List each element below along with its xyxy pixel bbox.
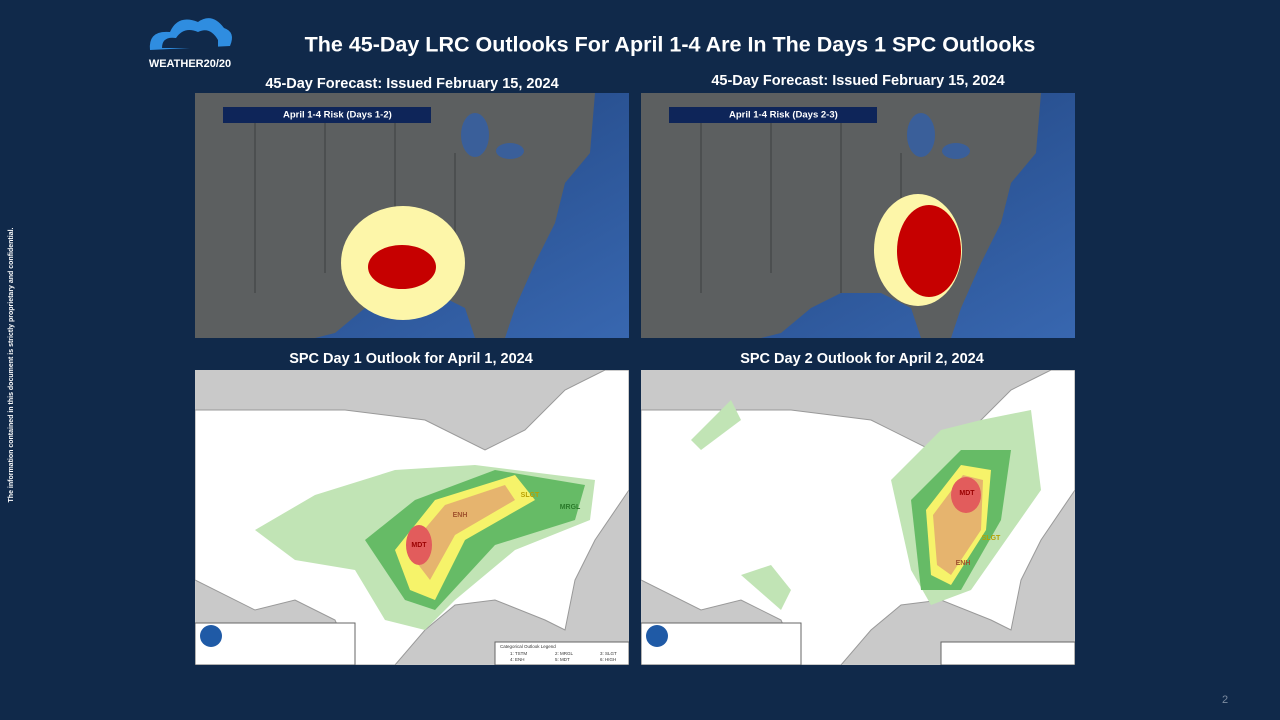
spc-map: MDT SLGT ENH — [641, 370, 1075, 665]
panel-caption: SPC Day 2 Outlook for April 2, 2024 — [740, 351, 984, 367]
risk-label: MDT — [959, 490, 975, 497]
legend-entry: 1: TSTM — [510, 651, 527, 656]
panel-caption: 45-Day Forecast: Issued February 15, 202… — [711, 73, 1004, 89]
legend-title: Categorical Outlook Legend — [500, 644, 556, 649]
logo-text: WEATHER20/20 — [149, 58, 231, 70]
risk-label: SLGT — [521, 492, 540, 499]
map-banner: April 1-4 Risk (Days 1-2) — [283, 110, 392, 121]
risk-label: MRGL — [560, 504, 581, 511]
forecast-map: April 1-4 Risk (Days 2-3) — [641, 93, 1075, 338]
legend-entry: 4: ENH — [510, 657, 525, 662]
legend-entry: 2: MRGL — [555, 651, 574, 656]
risk-label: SLGT — [982, 535, 1001, 542]
slide-title: The 45-Day LRC Outlooks For April 1-4 Ar… — [305, 33, 1036, 57]
forecast-map: April 1-4 Risk (Days 1-2) — [195, 93, 629, 338]
legend-entry: 3: SLGT — [600, 651, 617, 656]
legend-entry: 5: MDT — [555, 657, 570, 662]
page-number: 2 — [1222, 694, 1228, 706]
side-note: The information contained in this docume… — [8, 227, 15, 502]
map-banner: April 1-4 Risk (Days 2-3) — [729, 110, 838, 121]
risk-label: ENH — [956, 560, 971, 567]
legend-entry: 6: HIGH — [600, 657, 616, 662]
risk-label: MDT — [411, 542, 427, 549]
logo: WEATHER20/20 — [149, 18, 232, 70]
spc-map: MDT ENH SLGT MRGL Categorical Outlook Le… — [195, 370, 629, 665]
panel-caption: SPC Day 1 Outlook for April 1, 2024 — [289, 351, 533, 367]
risk-label: ENH — [453, 512, 468, 519]
panel-caption: 45-Day Forecast: Issued February 15, 202… — [265, 76, 558, 92]
